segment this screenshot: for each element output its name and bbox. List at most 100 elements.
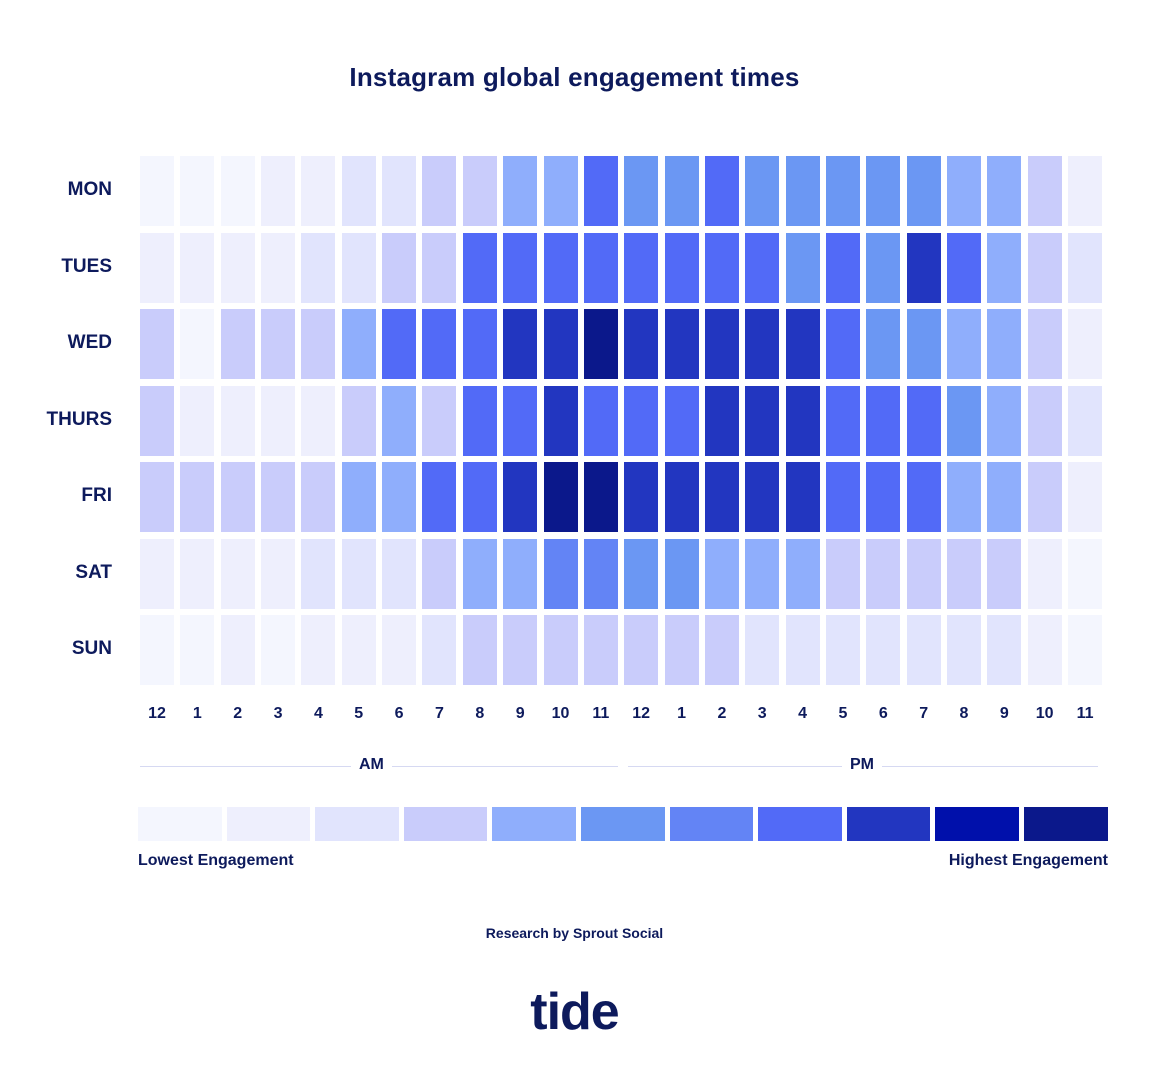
heatmap-cell (180, 232, 215, 303)
heatmap-cell (785, 309, 820, 379)
heatmap-cell (503, 538, 538, 609)
day-label: SAT (75, 561, 112, 583)
heatmap-cell (220, 232, 255, 303)
heatmap-cell (382, 538, 417, 609)
heatmap-row-sun (140, 615, 1108, 685)
heatmap-cell (261, 156, 296, 226)
hour-tick-label: 3 (273, 705, 283, 722)
heatmap-cell (947, 385, 981, 456)
hour-tick-label: 12 (148, 705, 166, 722)
heatmap-cell (745, 538, 780, 609)
heatmap-cell (301, 615, 336, 685)
heatmap-cell (947, 156, 981, 226)
heatmap-cell (543, 156, 578, 226)
hour-tick-label: 1 (677, 705, 686, 722)
heatmap-cell (624, 462, 659, 532)
heatmap-cell (987, 232, 1022, 303)
hour-tick-label: 10 (1035, 705, 1054, 722)
heatmap-cell (503, 615, 538, 685)
heatmap-cell (503, 309, 538, 379)
heatmap-cell (906, 538, 941, 609)
heatmap-cell (745, 615, 780, 685)
hour-tick-label: 9 (999, 705, 1009, 722)
hour-tick-label: 8 (475, 705, 485, 722)
heatmap-cell (422, 385, 457, 456)
heatmap-cell (503, 156, 538, 226)
heatmap-cell (704, 538, 739, 609)
heatmap-cell (180, 156, 215, 226)
heatmap-cell (906, 615, 941, 685)
chart-title: Instagram global engagement times (349, 62, 800, 92)
heatmap-cell (1068, 309, 1103, 379)
heatmap-cell (906, 156, 941, 226)
heatmap-cell (261, 538, 296, 609)
heatmap-cell (825, 385, 860, 456)
heatmap-cell (1068, 615, 1103, 685)
heatmap-cell (422, 538, 457, 609)
pm-period-marker: PM (628, 756, 1098, 776)
heatmap-cell (664, 538, 699, 609)
heatmap-cell (422, 156, 457, 226)
heatmap-cell (947, 309, 981, 379)
heatmap-cell (664, 385, 699, 456)
heatmap-cell (664, 462, 699, 532)
heatmap-cell (140, 615, 174, 685)
heatmap-cell (140, 462, 174, 532)
heatmap-cell (1027, 385, 1062, 456)
heatmap-cell (220, 538, 255, 609)
heatmap-row-wed (140, 309, 1108, 379)
hour-tick-label: 9 (515, 705, 525, 722)
heatmap-cell (745, 385, 780, 456)
hour-tick-label: 10 (551, 705, 570, 722)
heatmap-cell (543, 309, 578, 379)
heatmap-cell (341, 462, 376, 532)
heatmap-cell (462, 615, 497, 685)
hour-tick-label: 2 (717, 705, 727, 722)
heatmap-cell (866, 232, 901, 303)
heatmap-cell (422, 232, 457, 303)
heatmap-cell (180, 538, 215, 609)
heatmap-cell (543, 462, 578, 532)
heatmap-cell (583, 385, 618, 456)
legend-swatch-level-1 (226, 807, 311, 841)
heatmap-cell (866, 462, 901, 532)
heatmap-cell (866, 385, 901, 456)
heatmap-cell (261, 462, 296, 532)
heatmap-cell (261, 385, 296, 456)
heatmap-grid (140, 156, 1108, 685)
heatmap-row-fri (140, 462, 1108, 532)
heatmap-cell (624, 232, 659, 303)
legend-swatch-level-9 (935, 807, 1019, 841)
heatmap-cell (1027, 309, 1062, 379)
heatmap-cell (825, 232, 860, 303)
heatmap-cell (301, 232, 336, 303)
heatmap-cell (341, 156, 376, 226)
legend-swatch-level-7 (758, 807, 842, 841)
heatmap-cell (947, 462, 981, 532)
legend-swatch-level-2 (315, 807, 399, 841)
pm-label: PM (842, 756, 882, 774)
heatmap-cell (180, 385, 215, 456)
heatmap-cell (503, 385, 538, 456)
heatmap-cell (866, 156, 901, 226)
heatmap-cell (624, 309, 659, 379)
hour-tick-label: 5 (354, 705, 364, 722)
heatmap-cell (220, 462, 255, 532)
heatmap-cell (583, 309, 618, 379)
heatmap-cell (140, 156, 174, 226)
heatmap-cell (140, 385, 174, 456)
heatmap-cell (866, 615, 901, 685)
heatmap-cell (825, 615, 860, 685)
heatmap-cell (382, 615, 417, 685)
day-label: TUES (61, 255, 112, 277)
heatmap-cell (220, 156, 255, 226)
heatmap-cell (462, 538, 497, 609)
legend-swatch-level-6 (669, 807, 754, 841)
heatmap-cell (624, 385, 659, 456)
source-credit: Research by Sprout Social (485, 925, 664, 941)
heatmap-cell (987, 385, 1022, 456)
heatmap-cell (462, 156, 497, 226)
heatmap-cell (1027, 462, 1062, 532)
heatmap-cell (382, 309, 417, 379)
day-label: FRI (81, 485, 112, 506)
